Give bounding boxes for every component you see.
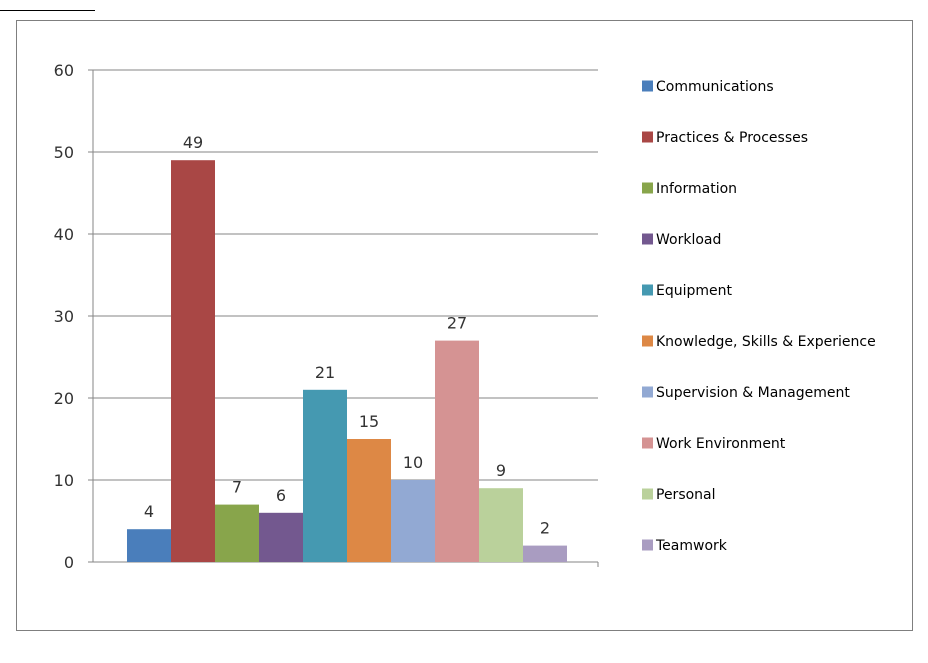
legend-label: Workload — [656, 232, 721, 248]
legend-swatch — [642, 182, 653, 194]
legend-item: Equipment — [642, 283, 733, 299]
data-label: 7 — [232, 478, 242, 497]
bar-communications — [127, 529, 171, 562]
legend-label: Equipment — [656, 283, 733, 299]
bar-equipment — [303, 389, 347, 562]
data-label: 2 — [540, 519, 550, 538]
bar-knowledge-skills-experience — [347, 439, 391, 562]
legend-label: Supervision & Management — [656, 385, 850, 401]
legend-swatch — [642, 335, 653, 347]
bar-teamwork — [523, 545, 567, 562]
y-tick-label: 60 — [54, 61, 74, 80]
bar-personal — [479, 488, 523, 562]
y-tick-label: 10 — [54, 471, 74, 490]
data-label: 9 — [496, 461, 506, 480]
legend-item: Personal — [642, 487, 716, 503]
legend-item: Workload — [642, 232, 721, 248]
y-tick-label: 40 — [54, 225, 74, 244]
legend-label: Work Environment — [656, 436, 786, 452]
data-label: 27 — [447, 314, 467, 333]
legend-item: Supervision & Management — [642, 385, 850, 401]
y-tick-label: 0 — [64, 553, 74, 572]
data-labels: 4 49 7 6 21 15 10 27 9 2 — [144, 133, 550, 537]
legend-label: Practices & Processes — [656, 130, 808, 146]
bar-work-environment — [435, 340, 479, 562]
legend-item: Practices & Processes — [642, 130, 808, 146]
legend-item: Work Environment — [642, 436, 786, 452]
legend-swatch — [642, 539, 653, 551]
data-label: 4 — [144, 502, 154, 521]
data-label: 15 — [359, 412, 379, 431]
legend: Communications Practices & Processes Infor… — [642, 79, 876, 554]
y-tick-label: 20 — [54, 389, 74, 408]
legend-swatch — [642, 386, 653, 398]
bar-information — [215, 504, 259, 562]
legend-swatch — [642, 233, 653, 245]
bar-workload — [259, 512, 303, 562]
legend-item: Knowledge, Skills & Experience — [642, 334, 876, 350]
data-label: 6 — [276, 486, 286, 505]
legend-item: Information — [642, 181, 737, 197]
legend-label: Teamwork — [655, 538, 728, 554]
legend-label: Knowledge, Skills & Experience — [656, 334, 876, 350]
legend-item: Teamwork — [642, 538, 728, 554]
legend-label: Personal — [656, 487, 716, 503]
legend-label: Communications — [656, 79, 774, 95]
legend-item: Communications — [642, 79, 774, 95]
legend-swatch — [642, 80, 653, 92]
bar-supervision-management — [391, 480, 435, 562]
legend-label: Information — [656, 181, 737, 197]
legend-swatch — [642, 488, 653, 500]
legend-swatch — [642, 437, 653, 449]
bar-practices-processes — [171, 160, 215, 562]
legend-swatch — [642, 284, 653, 296]
data-label: 49 — [183, 133, 203, 152]
bars — [127, 160, 567, 562]
legend-swatch — [642, 131, 653, 143]
data-label: 21 — [315, 363, 335, 382]
y-tick-label: 50 — [54, 143, 74, 162]
data-label: 10 — [403, 453, 423, 472]
y-tick-label: 30 — [54, 307, 74, 326]
top-rule — [0, 10, 95, 11]
